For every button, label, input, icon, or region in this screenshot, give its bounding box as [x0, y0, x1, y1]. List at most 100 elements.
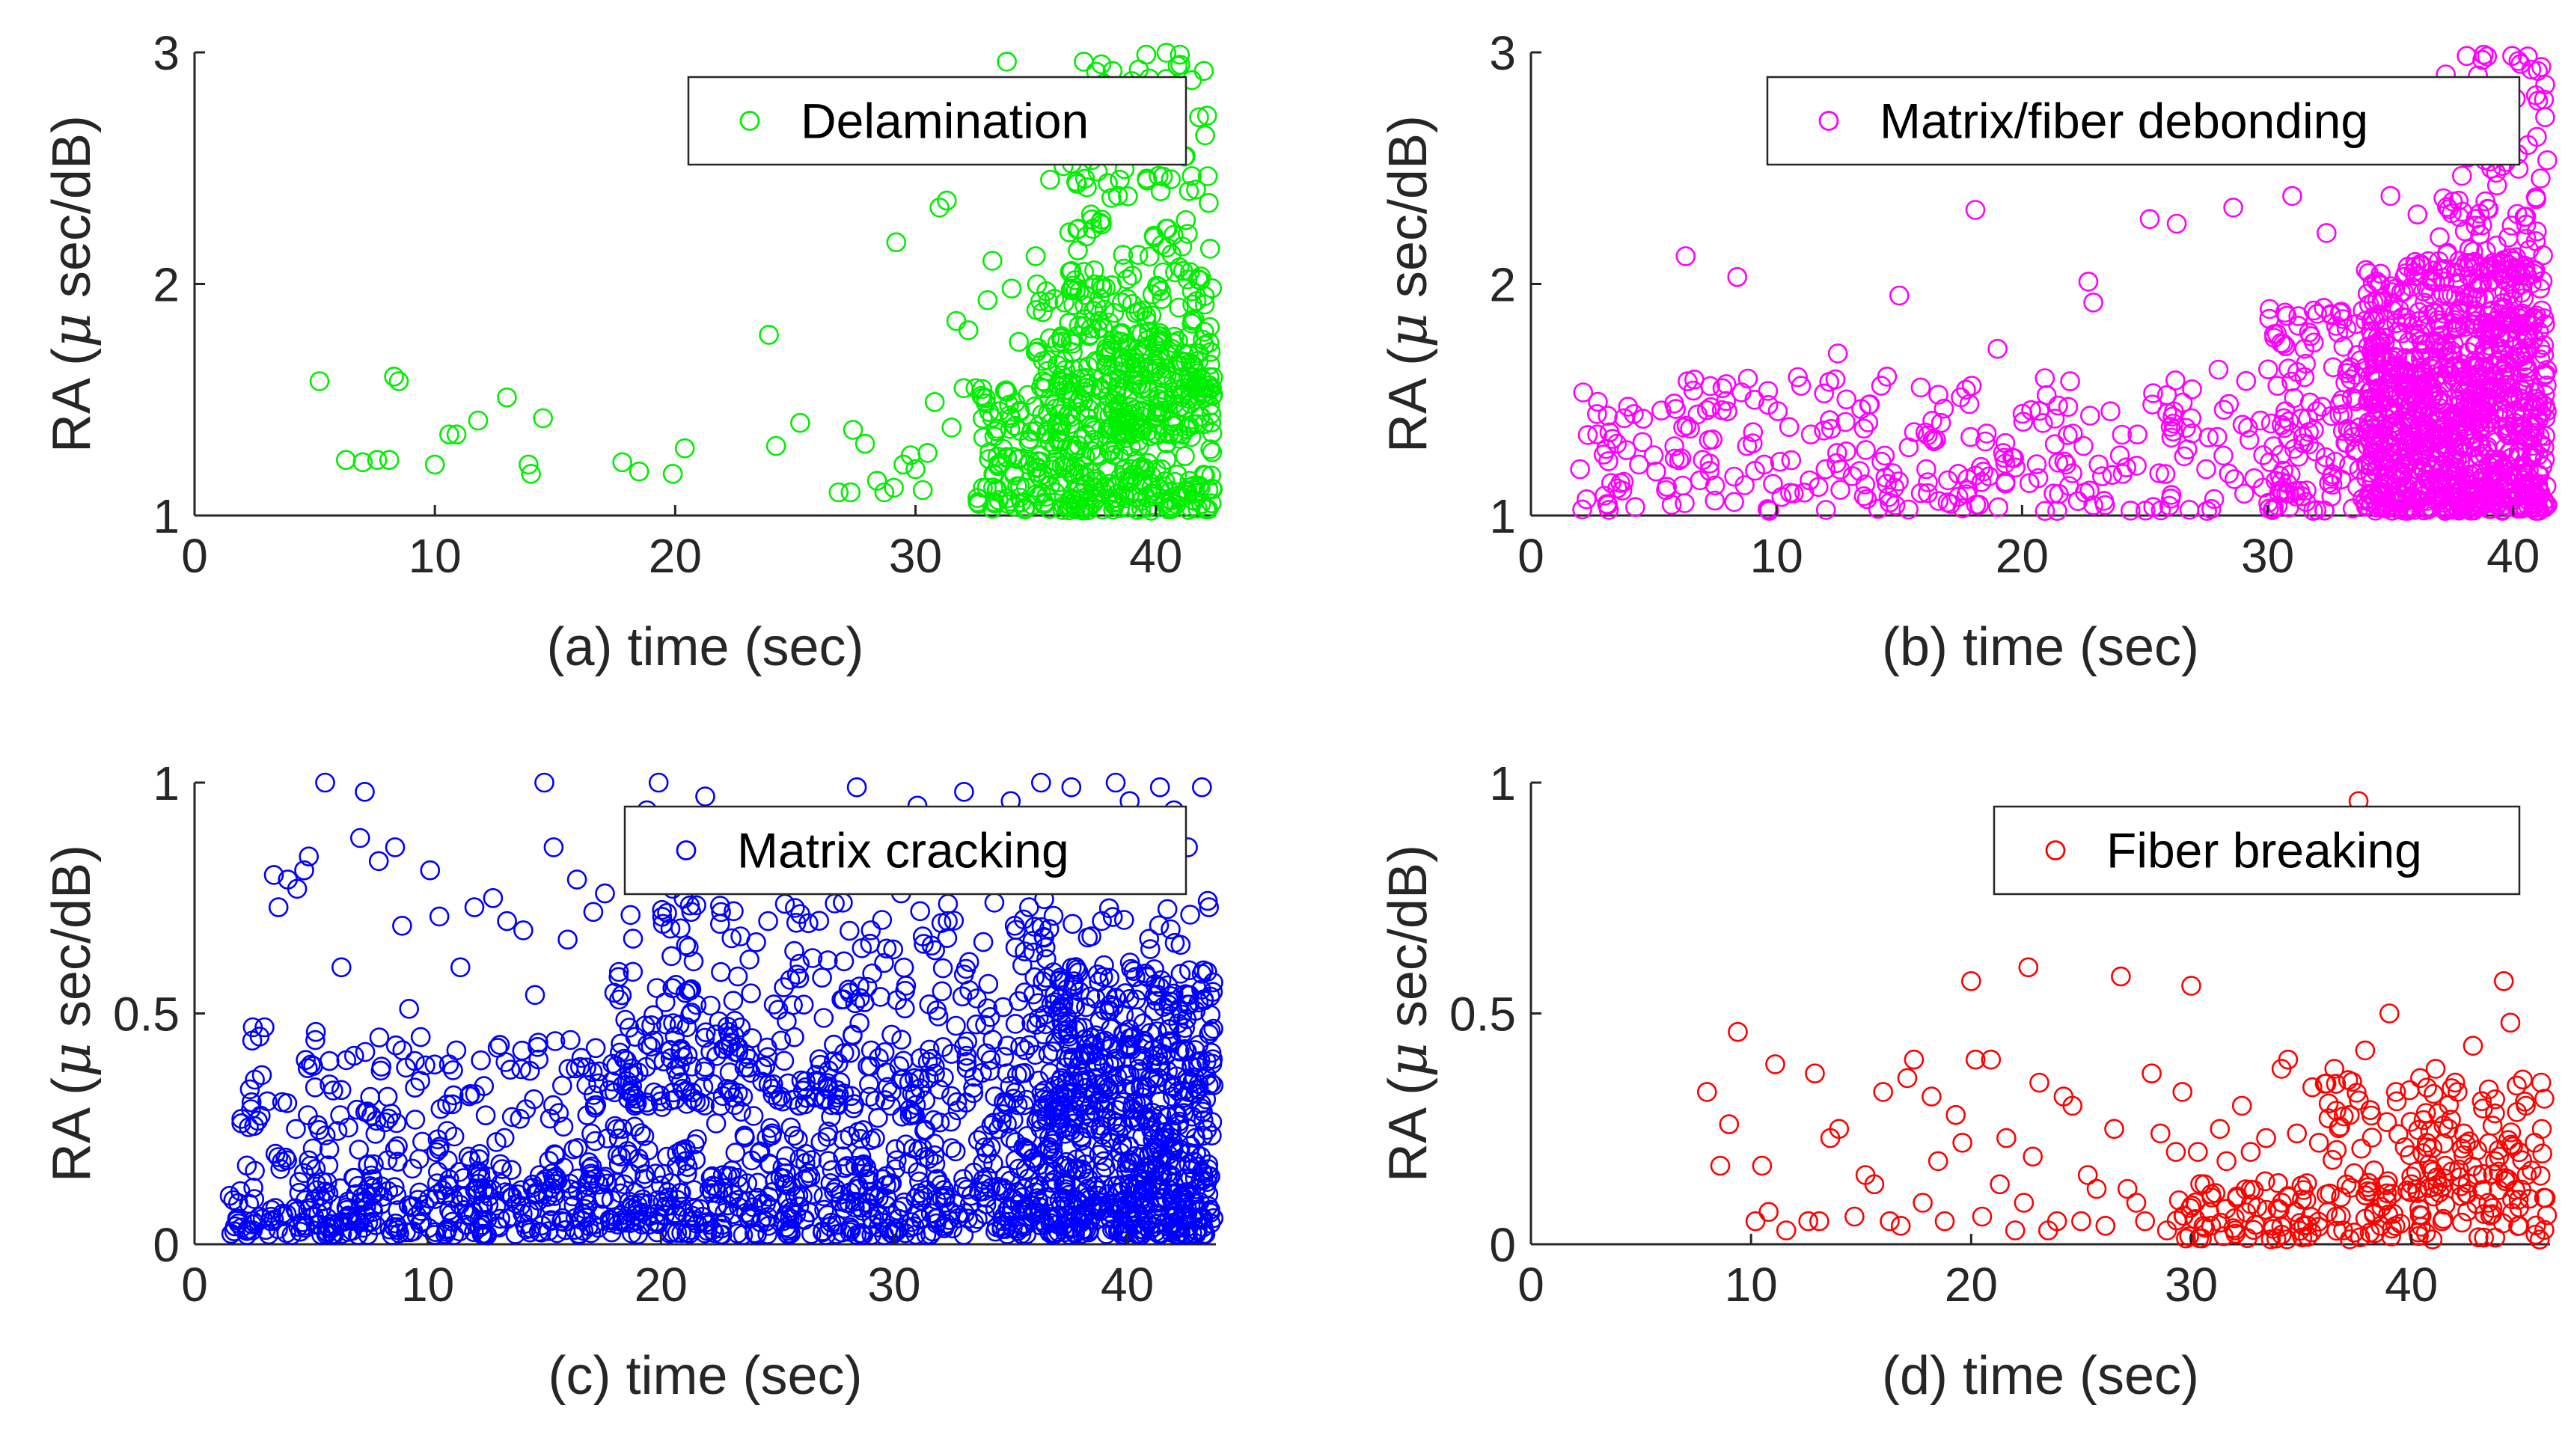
data-point — [948, 1208, 969, 1229]
data-point — [1028, 1190, 1049, 1211]
data-point — [1120, 1037, 1141, 1057]
data-point — [2224, 469, 2245, 489]
data-point — [1961, 971, 1981, 991]
data-point — [2433, 188, 2454, 209]
data-point — [405, 1110, 426, 1130]
data-point — [609, 989, 629, 1010]
data-point — [2259, 498, 2279, 519]
data-point — [1120, 1210, 1140, 1231]
data-point — [1113, 258, 1134, 279]
data-point — [711, 1218, 732, 1239]
data-point — [669, 1015, 690, 1035]
data-point — [1033, 371, 1054, 391]
data-point — [2478, 1193, 2498, 1213]
data-point — [427, 1184, 448, 1205]
data-point — [748, 1187, 768, 1208]
data-point — [1188, 343, 1209, 364]
data-point — [786, 913, 807, 933]
x-tick-label: 40 — [2385, 1258, 2438, 1312]
data-point — [254, 1017, 275, 1038]
data-point — [228, 1193, 248, 1214]
data-point — [1075, 309, 1095, 329]
data-point — [289, 1182, 310, 1203]
legend-box — [1766, 76, 2521, 166]
data-point — [2368, 378, 2388, 399]
data-point — [782, 1209, 802, 1229]
data-point — [1754, 454, 1775, 475]
data-point — [945, 1141, 966, 1162]
data-point — [759, 325, 779, 345]
y-tick-label: 2 — [1489, 258, 1516, 312]
data-point — [655, 1196, 676, 1217]
x-tick-label: 0 — [1517, 529, 1544, 583]
data-point — [489, 1035, 510, 1055]
data-point — [1013, 909, 1034, 930]
data-point — [2204, 489, 2225, 510]
data-point — [1877, 366, 1898, 387]
data-point — [2516, 1095, 2536, 1116]
data-point — [1800, 424, 1821, 445]
data-point — [2511, 1179, 2531, 1200]
data-point — [1179, 416, 1199, 437]
data-point — [925, 940, 945, 961]
data-point — [1119, 1150, 1140, 1170]
data-point — [1084, 260, 1104, 281]
data-point — [295, 1190, 316, 1211]
data-point — [1032, 1098, 1052, 1119]
data-point — [439, 424, 459, 445]
data-point — [721, 928, 742, 949]
data-point — [426, 1142, 447, 1163]
data-point — [1853, 486, 1874, 507]
data-point — [1042, 1134, 1063, 1154]
data-point — [373, 1187, 393, 1207]
data-point — [2493, 250, 2514, 270]
data-point — [977, 290, 998, 311]
x-tick-label: 30 — [889, 529, 942, 583]
data-point — [297, 1058, 318, 1078]
data-point — [1752, 1155, 1773, 1176]
data-point — [360, 1086, 381, 1107]
data-point — [997, 382, 1018, 403]
data-point — [355, 1041, 376, 1062]
data-point — [2470, 224, 2490, 245]
data-point — [2293, 1216, 2314, 1236]
data-point — [638, 1034, 658, 1055]
data-point — [277, 1150, 298, 1171]
data-point — [1868, 498, 1889, 519]
data-point — [1015, 1040, 1036, 1060]
data-point — [623, 1065, 644, 1086]
data-point — [1063, 914, 1083, 935]
data-point — [2471, 273, 2492, 294]
data-point — [2516, 306, 2537, 327]
data-point — [758, 1074, 779, 1095]
data-point — [501, 1107, 522, 1128]
data-point — [1960, 426, 1981, 447]
data-point — [580, 1158, 600, 1178]
x-tick-label: 0 — [1517, 1258, 1544, 1312]
data-point — [885, 1139, 906, 1160]
data-point — [2213, 1226, 2234, 1247]
data-point — [2501, 1134, 2522, 1155]
data-points — [219, 772, 1224, 1245]
data-point — [1003, 447, 1024, 467]
data-point — [2370, 1216, 2391, 1236]
data-point — [2503, 465, 2523, 486]
data-point — [1137, 1107, 1158, 1128]
data-point — [860, 920, 881, 940]
data-point — [672, 1078, 693, 1099]
data-point — [1152, 289, 1173, 310]
data-point — [599, 1209, 620, 1230]
data-point — [655, 992, 676, 1012]
data-point — [1981, 1049, 2002, 1070]
data-point — [2463, 464, 2484, 484]
data-point — [730, 1017, 751, 1038]
data-point — [2537, 150, 2558, 171]
data-point — [2425, 1059, 2446, 1079]
data-point — [819, 1217, 840, 1237]
data-point — [629, 1153, 650, 1174]
data-point — [277, 1093, 298, 1113]
data-point — [1827, 343, 1848, 364]
data-point — [2501, 266, 2522, 287]
data-point — [569, 1056, 590, 1077]
data-point — [2442, 1078, 2462, 1098]
